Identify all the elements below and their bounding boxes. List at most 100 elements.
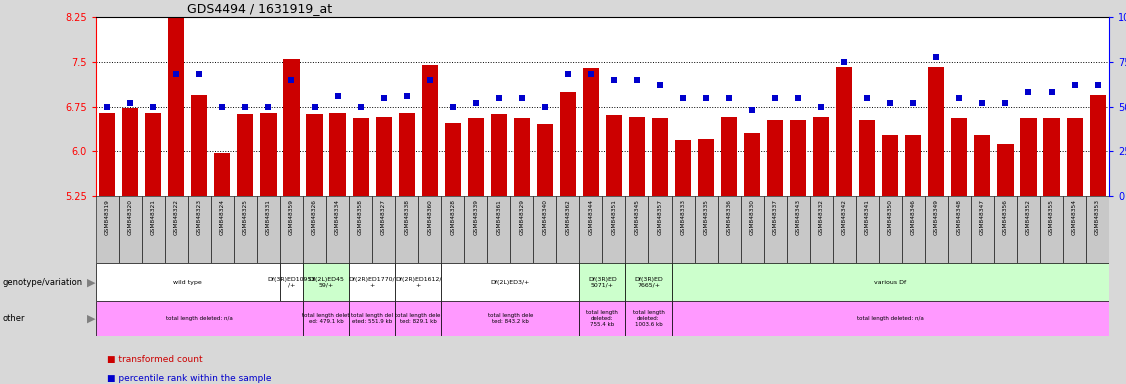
Bar <box>652 119 668 196</box>
Bar <box>376 117 392 196</box>
Bar <box>491 114 507 196</box>
Bar <box>352 119 368 196</box>
Bar <box>580 301 625 336</box>
Bar <box>951 119 967 196</box>
Text: Df(2R)ED1612/
+: Df(2R)ED1612/ + <box>395 277 441 288</box>
Text: GSM848360: GSM848360 <box>427 199 432 235</box>
Text: GSM848350: GSM848350 <box>887 199 893 235</box>
Bar <box>721 117 738 196</box>
Point <box>950 94 968 101</box>
Text: total length delet
ed: 479.1 kb: total length delet ed: 479.1 kb <box>302 313 350 324</box>
Text: GSM848354: GSM848354 <box>1072 199 1078 235</box>
Bar <box>625 263 671 301</box>
Text: Df(3R)ED
5071/+: Df(3R)ED 5071/+ <box>588 277 617 288</box>
Text: various Df: various Df <box>874 280 906 285</box>
Bar <box>118 196 142 263</box>
Bar <box>284 59 300 196</box>
Bar <box>1017 196 1040 263</box>
Bar <box>928 67 945 196</box>
Point <box>1065 82 1083 88</box>
Bar <box>741 196 763 263</box>
Point <box>536 104 554 110</box>
Text: GSM848327: GSM848327 <box>381 199 386 235</box>
Point <box>721 94 739 101</box>
Bar <box>580 196 602 263</box>
Point <box>236 104 254 110</box>
Point <box>168 71 186 78</box>
Text: GSM848333: GSM848333 <box>680 199 686 235</box>
Bar <box>902 196 924 263</box>
Point <box>421 77 439 83</box>
Point <box>674 94 692 101</box>
Text: GSM848336: GSM848336 <box>726 199 732 235</box>
Point <box>466 100 484 106</box>
Bar <box>123 108 138 196</box>
Text: GSM848339: GSM848339 <box>473 199 479 235</box>
Bar <box>971 196 994 263</box>
Text: total length
deleted:
755.4 kb: total length deleted: 755.4 kb <box>587 310 618 327</box>
Bar <box>421 65 438 196</box>
Text: GSM848319: GSM848319 <box>105 199 109 235</box>
Bar <box>234 196 257 263</box>
Bar <box>744 133 760 196</box>
Bar <box>1040 196 1063 263</box>
Text: GSM848347: GSM848347 <box>980 199 985 235</box>
Bar <box>556 196 580 263</box>
Point <box>512 94 530 101</box>
Text: Df(2R)ED1770/
+: Df(2R)ED1770/ + <box>349 277 395 288</box>
Text: total length
deleted:
1003.6 kb: total length deleted: 1003.6 kb <box>633 310 664 327</box>
Text: GSM848322: GSM848322 <box>173 199 179 235</box>
Point <box>329 93 347 99</box>
Text: GSM848328: GSM848328 <box>450 199 455 235</box>
Point <box>605 77 623 83</box>
Bar <box>837 67 852 196</box>
Point <box>743 107 761 113</box>
Text: ▶: ▶ <box>87 277 96 287</box>
Bar <box>767 120 784 196</box>
Text: Df(2L)ED3/+: Df(2L)ED3/+ <box>491 280 530 285</box>
Text: GSM848345: GSM848345 <box>634 199 640 235</box>
Bar <box>441 301 580 336</box>
Bar <box>695 196 717 263</box>
Bar <box>330 113 346 196</box>
Text: GSM848344: GSM848344 <box>589 199 593 235</box>
Bar <box>1044 119 1060 196</box>
Bar <box>629 117 645 196</box>
Point <box>997 100 1015 106</box>
Bar <box>717 196 741 263</box>
Text: other: other <box>2 314 25 323</box>
Point <box>558 71 577 78</box>
Bar <box>994 196 1017 263</box>
Point <box>122 100 140 106</box>
Bar <box>441 263 580 301</box>
Bar <box>280 196 303 263</box>
Bar <box>948 196 971 263</box>
Bar <box>674 141 691 196</box>
Bar <box>260 113 277 196</box>
Text: GSM848359: GSM848359 <box>289 199 294 235</box>
Bar <box>464 196 488 263</box>
Point <box>444 104 462 110</box>
Point <box>1019 89 1037 95</box>
Point <box>98 104 116 110</box>
Text: GSM848342: GSM848342 <box>842 199 847 235</box>
Bar <box>96 263 280 301</box>
Bar <box>580 263 625 301</box>
Point <box>1089 82 1107 88</box>
Text: GSM848338: GSM848338 <box>404 199 409 235</box>
Bar <box>671 301 1109 336</box>
Text: GSM848324: GSM848324 <box>220 199 225 235</box>
Bar <box>671 196 695 263</box>
Bar <box>441 196 464 263</box>
Point <box>351 104 369 110</box>
Text: total length deleted: n/a: total length deleted: n/a <box>166 316 233 321</box>
Text: Df(2L)ED45
59/+: Df(2L)ED45 59/+ <box>309 277 343 288</box>
Bar <box>698 139 714 196</box>
Text: GSM848343: GSM848343 <box>796 199 801 235</box>
Bar <box>280 263 303 301</box>
Bar <box>303 301 349 336</box>
Point <box>789 94 807 101</box>
Point <box>259 104 277 110</box>
Bar <box>790 120 806 196</box>
Bar <box>883 134 899 196</box>
